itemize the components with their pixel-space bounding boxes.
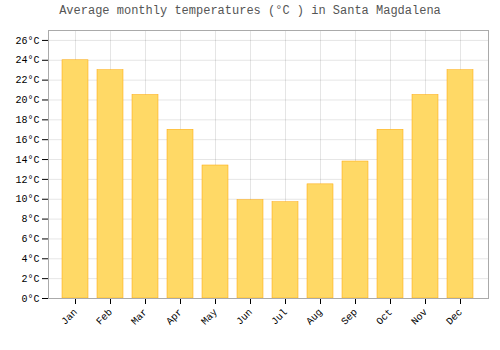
svg-text:10°C: 10°C — [15, 194, 39, 205]
svg-text:May: May — [199, 307, 220, 328]
svg-text:Jan: Jan — [59, 307, 80, 328]
svg-text:Feb: Feb — [94, 307, 115, 328]
svg-text:6°C: 6°C — [21, 234, 39, 245]
svg-text:Oct: Oct — [374, 307, 395, 328]
svg-text:Aug: Aug — [304, 307, 325, 328]
svg-text:26°C: 26°C — [15, 36, 39, 47]
svg-text:Nov: Nov — [409, 307, 430, 328]
svg-text:22°C: 22°C — [15, 75, 39, 86]
svg-text:16°C: 16°C — [15, 135, 39, 146]
html-text:Average monthly temperatures (: Average monthly temperatures (°C ) in Sa… — [59, 4, 441, 18]
svg-text:20°C: 20°C — [15, 95, 39, 106]
svg-text:Apr: Apr — [164, 307, 185, 328]
svg-text:Dec: Dec — [444, 307, 465, 328]
svg-text:0°C: 0°C — [21, 294, 39, 305]
svg-text:Sep: Sep — [339, 307, 360, 328]
svg-text:4°C: 4°C — [21, 254, 39, 265]
svg-text:Jul: Jul — [269, 307, 290, 328]
svg-text:24°C: 24°C — [15, 55, 39, 66]
svg-text:8°C: 8°C — [21, 214, 39, 225]
svg-text:18°C: 18°C — [15, 115, 39, 126]
svg-text:14°C: 14°C — [15, 155, 39, 166]
svg-text:Jun: Jun — [234, 307, 255, 328]
svg-text:Mar: Mar — [129, 307, 150, 328]
svg-text:12°C: 12°C — [15, 175, 39, 186]
svg-text:2°C: 2°C — [21, 274, 39, 285]
